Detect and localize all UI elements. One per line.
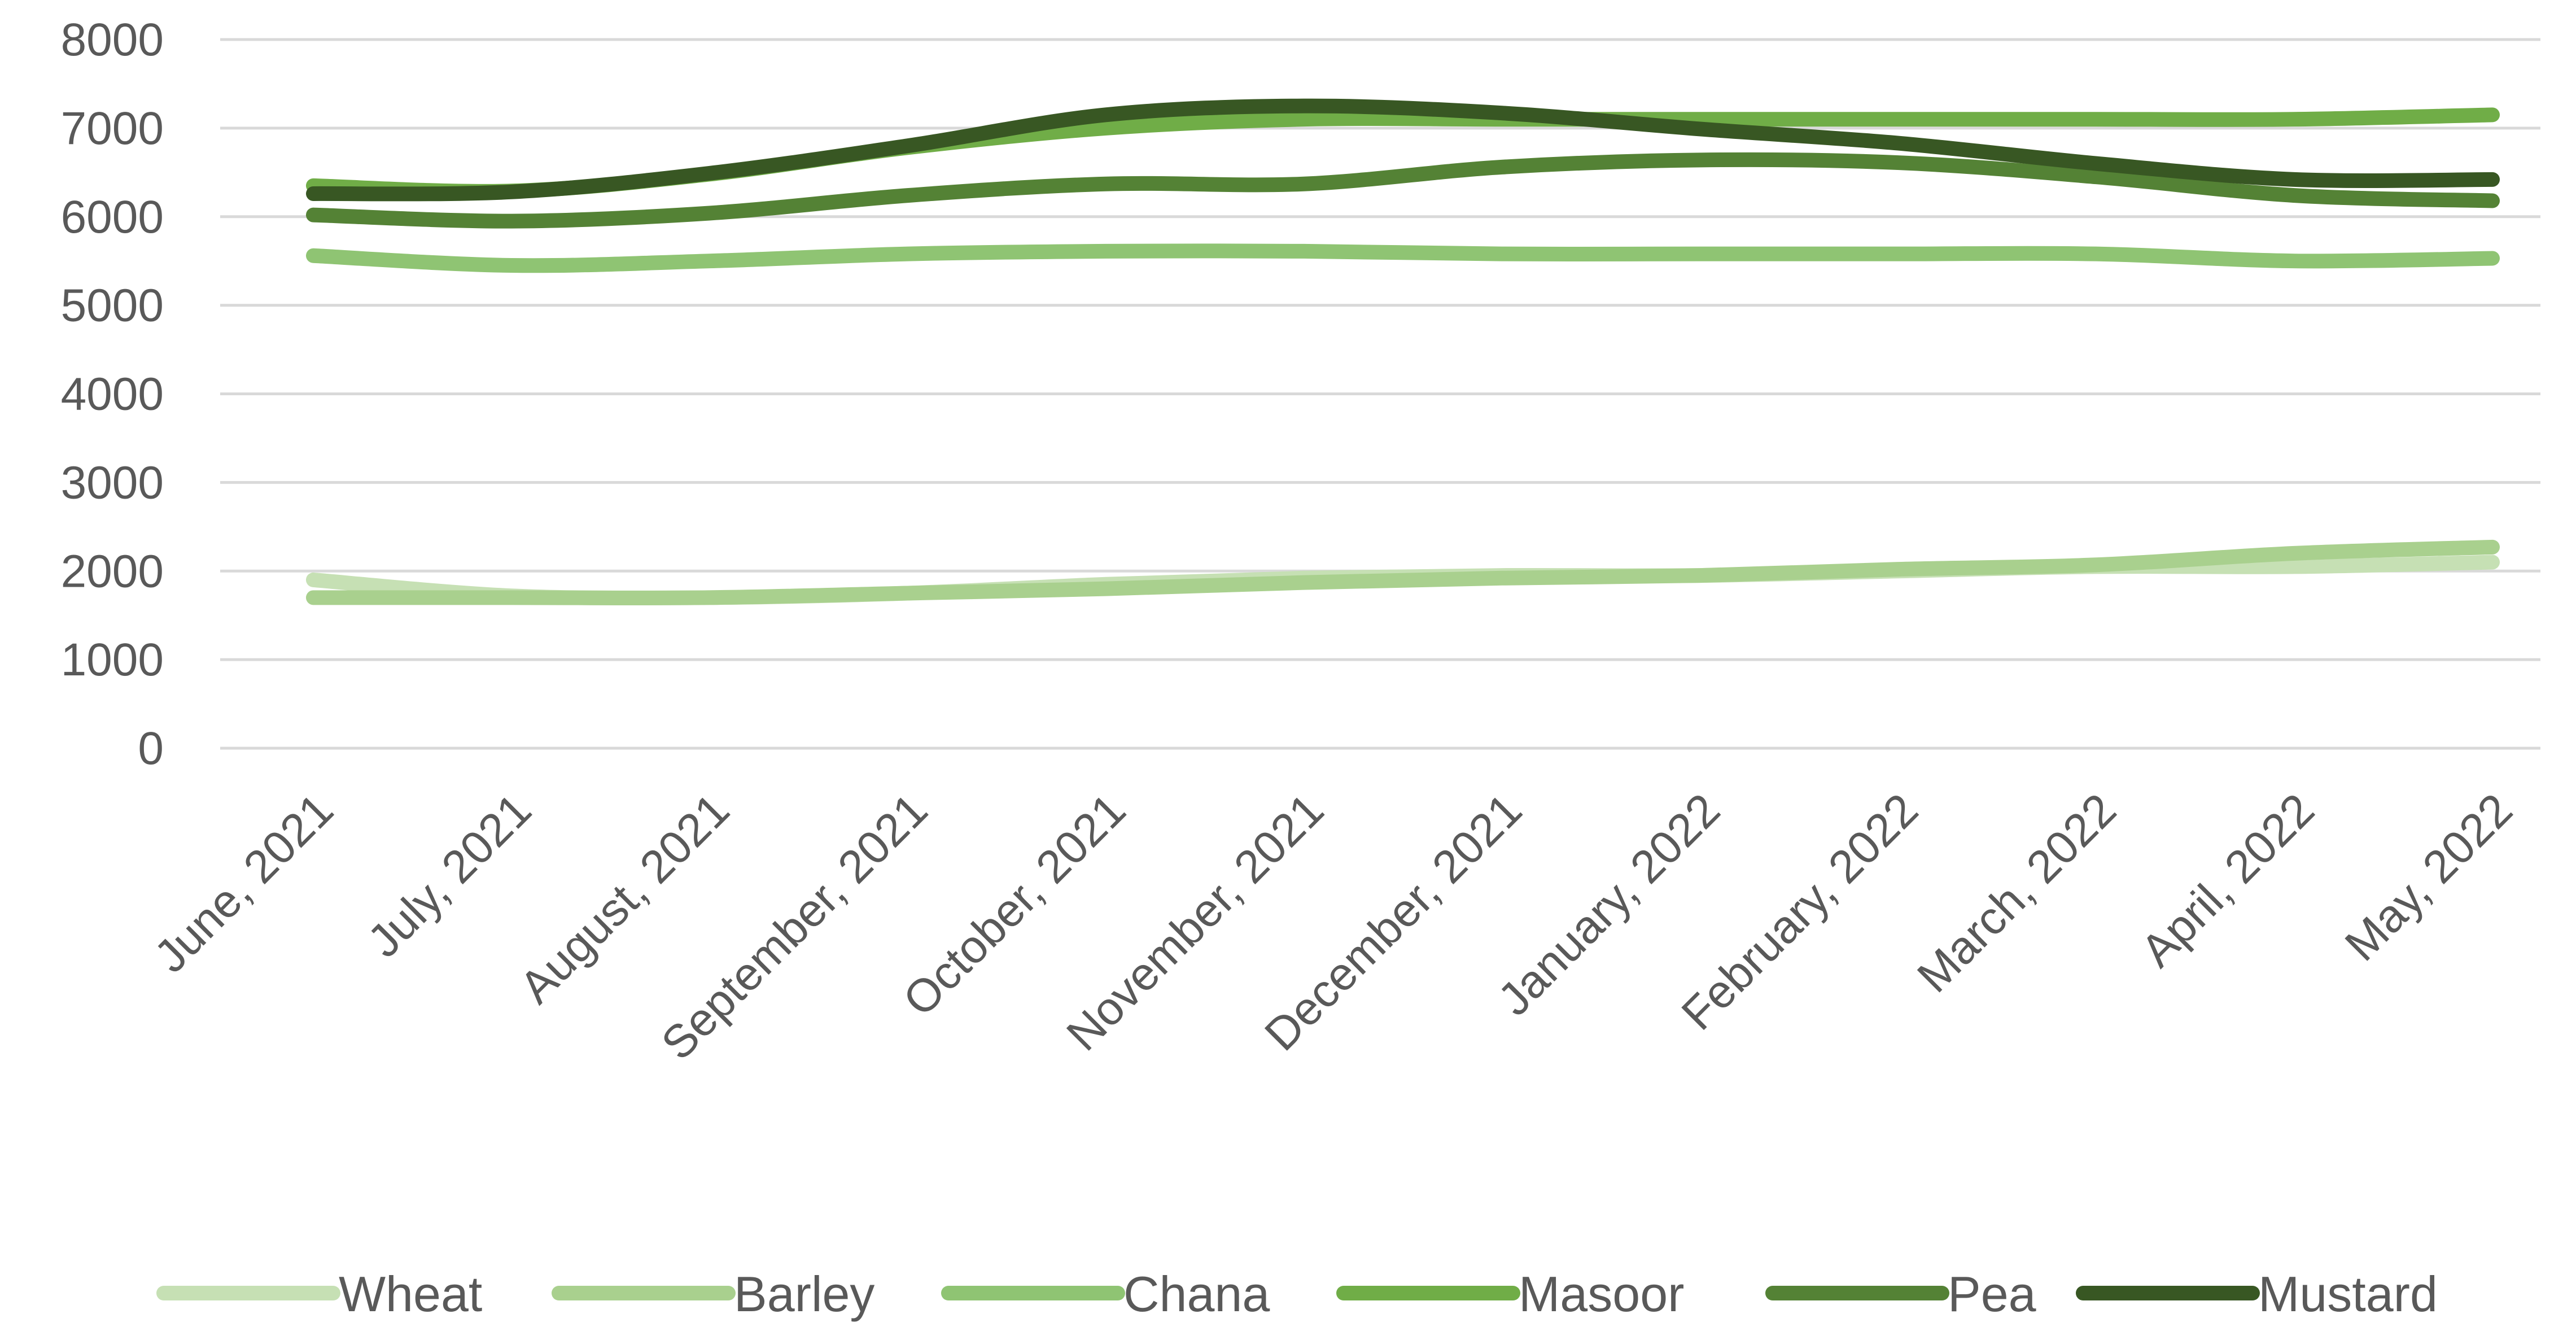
- series-line-chana: [306, 243, 2500, 273]
- y-tick-label: 5000: [61, 280, 164, 331]
- x-tick-label: March, 2022: [1908, 784, 2126, 1002]
- legend-item-masoor: Masoor: [1336, 1266, 1684, 1322]
- legend-label: Wheat: [339, 1266, 482, 1322]
- x-tick-label: July, 2021: [358, 784, 541, 967]
- y-tick-label: 4000: [61, 369, 164, 420]
- legend-item-pea: Pea: [1765, 1266, 2036, 1322]
- x-tick-label: June, 2021: [145, 784, 343, 982]
- legend-label: Barley: [734, 1266, 874, 1322]
- y-tick-label: 0: [138, 723, 164, 774]
- legend-label: Masoor: [1519, 1266, 1684, 1322]
- y-tick-label: 7000: [61, 103, 164, 154]
- series-line-pea: [306, 152, 2500, 229]
- x-tick-label: April, 2022: [2131, 784, 2324, 977]
- x-tick-label: May, 2022: [2336, 784, 2522, 971]
- y-axis-tick-labels: 0 1000 2000 3000 4000 5000 6000 7000 8000: [61, 14, 164, 774]
- y-tick-label: 2000: [61, 545, 164, 597]
- x-tick-label: August, 2021: [510, 784, 739, 1013]
- y-tick-label: 8000: [61, 14, 164, 66]
- legend: Wheat Barley Chana Masoor Pea Mustard: [156, 1266, 2438, 1322]
- series-line-mustard: [306, 98, 2500, 202]
- legend-item-mustard: Mustard: [2076, 1266, 2438, 1322]
- legend-item-barley: Barley: [552, 1266, 874, 1322]
- legend-label: Pea: [1948, 1266, 2036, 1322]
- legend-label: Mustard: [2258, 1266, 2438, 1322]
- y-tick-label: 6000: [61, 191, 164, 243]
- gridlines: [220, 38, 2540, 750]
- legend-label: Chana: [1123, 1266, 1270, 1322]
- series-lines: [306, 98, 2500, 606]
- legend-item-chana: Chana: [941, 1266, 1270, 1322]
- series-line-barley: [306, 539, 2500, 605]
- y-tick-label: 1000: [61, 634, 164, 686]
- legend-item-wheat: Wheat: [156, 1266, 482, 1322]
- y-tick-label: 3000: [61, 457, 164, 508]
